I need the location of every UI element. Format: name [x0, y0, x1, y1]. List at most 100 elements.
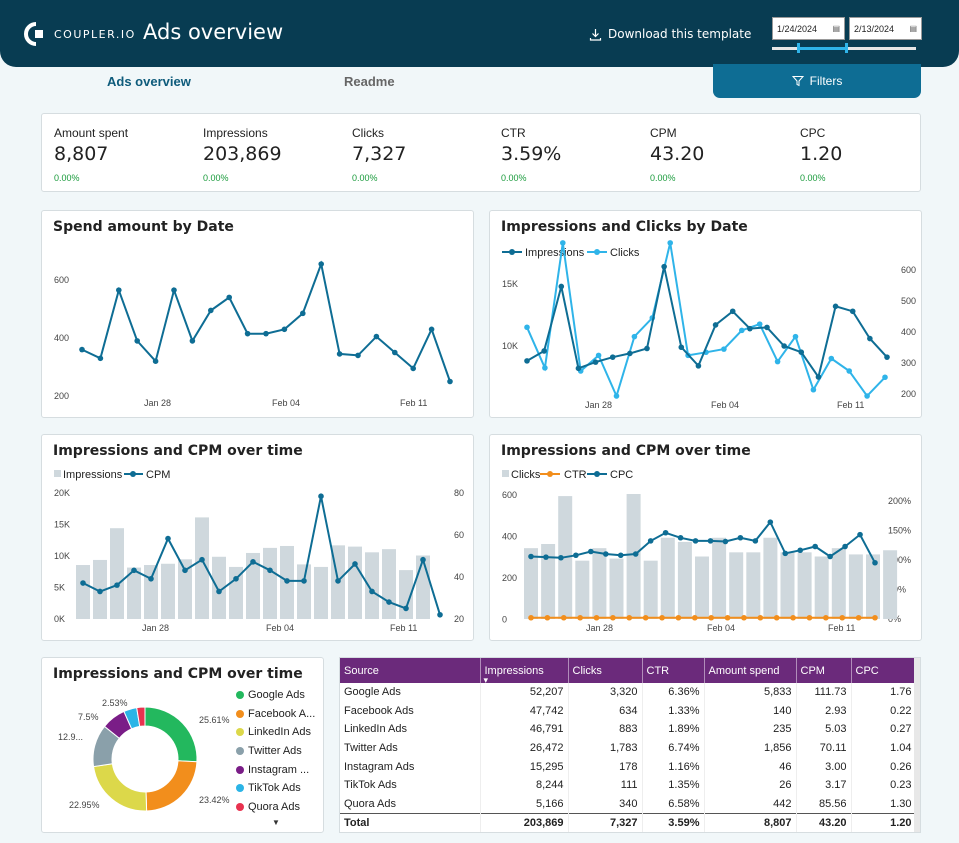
legend-item[interactable]: Facebook A... — [236, 705, 315, 724]
legend-dot — [236, 765, 244, 774]
impressions-series-point — [815, 374, 822, 380]
ctr-series-point — [593, 614, 600, 621]
calendar-icon[interactable]: ▤ — [909, 24, 917, 33]
tab-readme[interactable]: Readme — [344, 74, 395, 89]
slice-label: 12.9... — [58, 732, 83, 742]
impressions-cpm-combo-chart: Impressions CPM 20K 15K 10K 5K 0K 80 60 40 20 Jan 2… — [54, 469, 464, 633]
table-cell: 1,856 — [704, 738, 797, 758]
table-cell: 1.20 — [851, 812, 917, 832]
cpm-series-point — [352, 561, 358, 567]
impressions-bar — [195, 517, 209, 619]
column-header[interactable]: CPC — [851, 658, 917, 683]
legend-label: TikTok Ads — [248, 782, 301, 795]
y2-tick-label: 150% — [888, 526, 911, 536]
slice-label: 22.95% — [69, 800, 100, 810]
calendar-icon[interactable]: ▤ — [832, 24, 840, 33]
impressions-bar — [212, 556, 226, 619]
tab-ads-overview[interactable]: Ads overview — [107, 74, 191, 89]
clicks-bar — [575, 560, 590, 619]
column-header[interactable]: Clicks — [568, 658, 643, 683]
table-cell: 46 — [704, 757, 797, 776]
kpi-label: CPC — [800, 126, 826, 140]
clicks-bar — [746, 552, 761, 619]
column-header[interactable]: CPM — [796, 658, 852, 683]
legend-impressions-label: Impressions — [63, 469, 123, 481]
table-cell: 634 — [568, 701, 643, 721]
impressions-series-point — [832, 303, 839, 310]
legend-item[interactable]: Instagram ... — [236, 760, 315, 779]
cpm-series-point — [165, 535, 171, 542]
ctr-series-point — [741, 614, 747, 621]
clicks-series-point — [613, 393, 620, 399]
cpm-series-point — [148, 575, 154, 582]
legend-impressions-marker — [509, 249, 515, 255]
filters-label: Filters — [809, 74, 843, 88]
table-scrollbar[interactable] — [914, 658, 920, 832]
clicks-series-point — [756, 321, 763, 327]
clicks-bar — [831, 548, 846, 619]
legend-clicks-label: Clicks — [610, 247, 640, 259]
clicks-bar — [541, 544, 556, 619]
table-cell: 0.27 — [851, 720, 917, 739]
chart-title: Impressions and CPM over time — [53, 443, 303, 459]
sort-desc-icon[interactable]: ▾ — [483, 675, 489, 685]
cpc-series-point — [767, 519, 774, 525]
table-cell: 1.35% — [642, 775, 705, 795]
chart-impressions-by-source: Impressions and CPM over time 25.61% 23.4… — [41, 657, 324, 833]
column-header[interactable]: Impressions ▾ — [480, 658, 569, 685]
y2-tick-label: 100% — [888, 555, 911, 565]
legend-item[interactable]: LinkedIn Ads — [236, 723, 315, 742]
ctr-series-point — [610, 614, 616, 621]
x-tick-label: Jan 28 — [144, 398, 171, 408]
ctr-series-point — [544, 614, 551, 621]
spend-series-point — [189, 338, 196, 344]
cpc-series-point — [528, 553, 534, 560]
legend-label: Instagram ... — [248, 763, 310, 776]
legend-item[interactable]: Google Ads — [236, 686, 315, 705]
legend-scroll-down-icon[interactable]: ▼ — [272, 818, 280, 827]
table-cell: 26 — [704, 775, 797, 795]
chart-title: Impressions and CPM over time — [501, 443, 751, 459]
y-tick-label: 600 — [54, 275, 69, 285]
spend-series-point — [263, 330, 269, 337]
legend-clicks-swatch — [502, 470, 509, 477]
clicks-bar — [695, 556, 709, 619]
filter-icon — [791, 76, 804, 87]
impressions-series-point — [849, 308, 856, 315]
date-to-input[interactable]: 2/13/2024 ▤ — [849, 17, 922, 40]
table-cell: 5,166 — [480, 794, 569, 814]
clicks-bar — [780, 552, 795, 619]
cpm-series-point — [182, 567, 188, 574]
table-cell: TikTok Ads — [340, 775, 481, 795]
download-label: Download this template — [608, 27, 752, 41]
cpc-series-point — [558, 554, 564, 561]
ctr-series-point — [773, 614, 780, 621]
impressions-series-point — [695, 363, 702, 369]
logo: COUPLER.IO — [24, 22, 136, 46]
cpm-series-point — [80, 580, 86, 586]
spend-series-point — [208, 307, 214, 314]
spend-series-point — [171, 287, 177, 293]
column-header[interactable]: CTR — [642, 658, 705, 683]
spend-series-point — [410, 365, 417, 372]
cpm-series-point — [420, 556, 426, 563]
kpi-value: 7,327 — [352, 143, 407, 165]
date-from-input[interactable]: 1/24/2024 ▤ — [772, 17, 845, 40]
download-template-link[interactable]: Download this template — [589, 27, 751, 41]
column-header[interactable]: Source — [340, 658, 481, 683]
filters-button[interactable]: Filters — [713, 64, 921, 98]
clicks-bar — [660, 537, 675, 619]
legend-item[interactable]: TikTok Ads — [236, 779, 315, 798]
kpi-delta: 0.00% — [352, 173, 378, 183]
legend-item[interactable]: Twitter Ads — [236, 742, 315, 761]
slider-handle-end[interactable] — [845, 43, 848, 53]
slider-handle-start[interactable] — [797, 43, 800, 53]
legend-item[interactable]: Quora Ads — [236, 798, 315, 817]
ctr-series-point — [806, 614, 813, 621]
column-header[interactable]: Amount spend — [704, 658, 797, 683]
page-title: Ads overview — [143, 20, 284, 44]
kpi-impressions: Impressions 203,869 0.00% — [203, 126, 282, 183]
cpm-series-point — [199, 556, 205, 563]
spend-series-point — [97, 355, 104, 362]
donut-slice — [145, 760, 198, 812]
